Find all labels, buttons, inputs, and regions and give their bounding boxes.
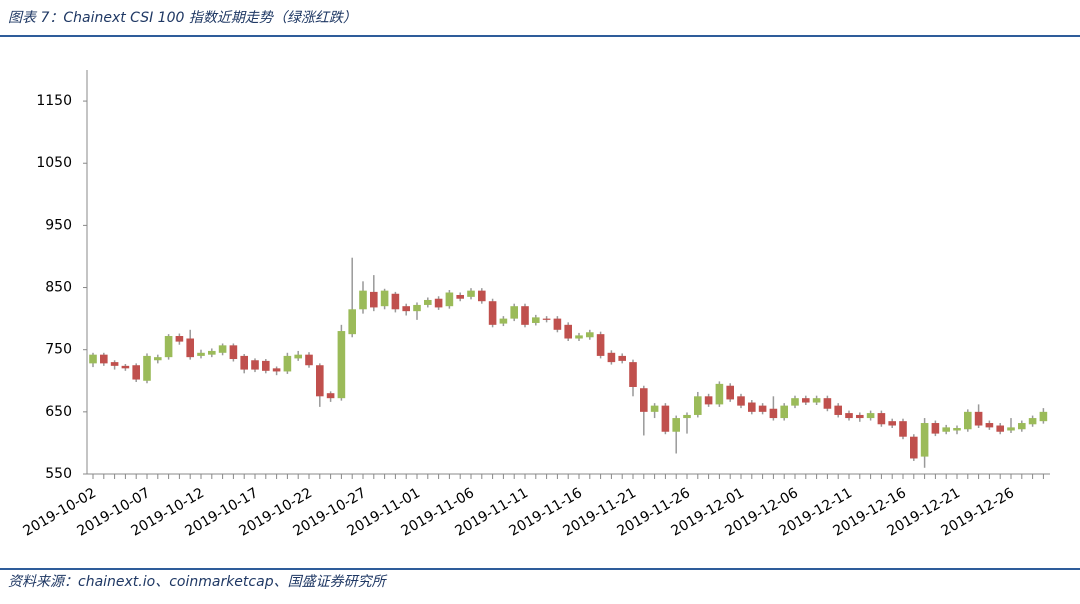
candle-body [359,290,367,310]
candle-body [186,338,194,358]
candle-body [326,393,335,399]
candle-body [251,360,259,370]
candle-body [1007,427,1015,431]
y-tick-label: 850 [45,280,72,296]
candle-body [888,421,896,426]
candle-body [283,355,292,372]
y-tick-label: 1150 [36,93,72,109]
candle-body [272,368,281,372]
candle-body [769,408,778,419]
candle-body [704,396,713,405]
candle-body [1028,418,1037,425]
candle-body [424,299,432,305]
y-tick-label: 550 [45,466,72,482]
candle-body [337,331,346,399]
candle-body [110,362,119,366]
candle-body [197,352,205,356]
candle-body [629,362,637,387]
candle-body [812,398,821,403]
candle-body [661,405,670,432]
candle-body [208,350,216,355]
candle-body [542,318,551,320]
candle-body [694,396,702,415]
candle-body [575,335,583,339]
candle-body [618,355,626,361]
candle-body [564,324,572,339]
candle-body [974,411,983,426]
candle-body [1018,423,1026,430]
candle-body [748,402,756,412]
candle-body [823,398,832,409]
candle-body [218,345,227,353]
candle-body [175,336,184,342]
candle-body [996,425,1004,432]
candle-body [402,306,410,312]
candle-body [791,398,799,406]
candle-body [683,414,691,419]
candle-body [348,309,356,335]
candle-body [607,352,616,363]
candle-body [510,306,518,319]
candle-body [910,436,918,459]
candle-body [434,298,443,308]
candle-body [478,290,486,302]
candle-body [262,360,270,371]
candle-body [650,405,659,412]
candle-body [467,290,475,297]
candle-body [856,414,864,419]
candle-body [521,306,529,325]
candle-body [596,334,605,356]
candle-body [132,365,140,380]
candle-body [1039,411,1048,422]
candle-body [942,427,950,432]
candle-body [802,398,810,403]
candle-body [488,301,497,325]
y-tick-label: 750 [45,342,72,358]
candle-body [294,354,302,359]
candle-body [640,388,648,412]
candle-body [780,405,788,419]
candle-body [100,354,108,364]
candle-body [316,365,324,397]
candle-body [380,290,389,307]
candle-body [899,421,907,437]
candle-body [305,354,313,366]
candle-body [586,332,594,338]
y-tick-label: 650 [45,404,72,420]
candle-body [229,345,238,360]
candle-body [845,413,853,419]
candle-body [370,291,378,308]
candle-body [726,385,734,400]
candle-body [456,294,464,299]
candle-body [877,413,886,425]
candle-body [985,423,994,428]
candle-body [553,318,562,330]
candle-body [499,318,508,324]
candle-body [964,411,972,430]
y-tick-label: 1050 [36,155,72,171]
source-note: 资料来源：chainext.io、coinmarketcap、国盛证券研究所 [8,574,388,590]
candle-body [953,428,961,431]
candle-body [413,304,421,312]
candle-body [532,317,540,323]
candle-body [445,292,454,307]
candle-body [672,418,680,432]
chart-title: 图表 7：Chainext CSI 100 指数近期走势（绿涨红跌） [8,10,357,26]
candle-body [154,357,162,361]
candle-body [240,355,248,370]
candle-body [834,405,842,415]
y-tick-label: 950 [45,217,72,233]
candle-body [866,413,875,419]
candle-body [920,423,929,457]
candle-body [391,293,400,310]
candle-body [143,355,151,381]
candle-body [89,354,97,364]
candle-body [121,365,130,369]
candle-body [164,336,173,358]
candle-body [758,405,767,412]
candle-body [931,423,940,434]
candle-body [715,383,724,405]
candle-body [737,396,745,406]
